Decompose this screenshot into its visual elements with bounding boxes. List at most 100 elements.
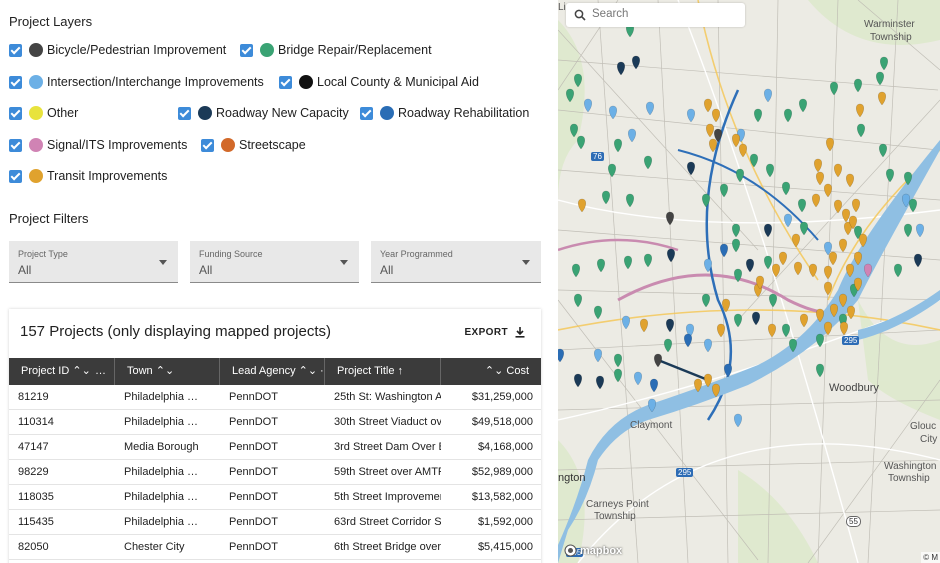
project-marker[interactable] — [569, 123, 579, 138]
map-search-input[interactable]: Search — [566, 3, 745, 27]
project-marker[interactable] — [583, 98, 593, 113]
project-marker[interactable] — [815, 363, 825, 378]
project-marker[interactable] — [719, 183, 729, 198]
project-marker[interactable] — [815, 171, 825, 186]
project-marker[interactable] — [686, 108, 696, 123]
project-marker[interactable] — [853, 251, 863, 266]
project-marker[interactable] — [649, 378, 659, 393]
project-marker[interactable] — [841, 208, 851, 223]
project-marker[interactable] — [665, 211, 675, 226]
export-button[interactable]: EXPORT — [464, 327, 525, 338]
project-marker[interactable] — [733, 268, 743, 283]
checkbox-checked-icon[interactable] — [9, 138, 22, 152]
checkbox-checked-icon[interactable] — [9, 75, 22, 89]
column-header-project-title[interactable]: Project Title ↑ — [325, 358, 441, 385]
project-marker[interactable] — [913, 253, 923, 268]
project-marker[interactable] — [723, 363, 733, 378]
project-marker[interactable] — [701, 293, 711, 308]
project-marker[interactable] — [903, 223, 913, 238]
project-marker[interactable] — [686, 161, 696, 176]
checkbox-checked-icon[interactable] — [9, 169, 22, 183]
project-marker[interactable] — [721, 298, 731, 313]
layer-toggle[interactable]: Bicycle/Pedestrian Improvement — [9, 41, 226, 59]
project-marker[interactable] — [616, 61, 626, 76]
project-marker[interactable] — [703, 373, 713, 388]
project-marker[interactable] — [823, 183, 833, 198]
project-marker[interactable] — [908, 198, 918, 213]
project-marker[interactable] — [745, 258, 755, 273]
project-marker[interactable] — [711, 383, 721, 398]
project-marker[interactable] — [665, 318, 675, 333]
project-marker[interactable] — [558, 348, 565, 363]
map-attribution[interactable]: © M — [921, 552, 940, 563]
project-marker[interactable] — [768, 293, 778, 308]
project-marker[interactable] — [858, 233, 868, 248]
project-marker[interactable] — [643, 155, 653, 170]
project-marker[interactable] — [577, 198, 587, 213]
project-markers[interactable] — [558, 0, 940, 563]
project-marker[interactable] — [767, 323, 777, 338]
project-marker[interactable] — [593, 348, 603, 363]
mapbox-logo[interactable]: mapbox — [564, 544, 622, 557]
project-marker[interactable] — [875, 71, 885, 86]
project-marker[interactable] — [851, 198, 861, 213]
project-marker[interactable] — [731, 133, 741, 148]
layer-toggle[interactable]: Transit Improvements — [9, 167, 167, 185]
column-header-lead-agency[interactable]: Lead Agency ⌃⌄ · — [220, 358, 325, 385]
project-marker[interactable] — [625, 193, 635, 208]
project-marker[interactable] — [703, 98, 713, 113]
project-marker[interactable] — [647, 398, 657, 413]
project-marker[interactable] — [765, 163, 775, 178]
project-marker[interactable] — [903, 171, 913, 186]
project-marker[interactable] — [825, 137, 835, 152]
project-marker[interactable] — [833, 163, 843, 178]
year-programmed-select[interactable]: Year Programmed All — [371, 241, 541, 283]
project-marker[interactable] — [571, 263, 581, 278]
project-marker[interactable] — [878, 143, 888, 158]
project-marker[interactable] — [701, 193, 711, 208]
project-marker[interactable] — [839, 321, 849, 336]
project-marker[interactable] — [885, 168, 895, 183]
project-marker[interactable] — [763, 88, 773, 103]
layer-toggle[interactable]: Signal/ITS Improvements — [9, 136, 187, 154]
project-marker[interactable] — [751, 311, 761, 326]
project-marker[interactable] — [771, 263, 781, 278]
project-marker[interactable] — [627, 128, 637, 143]
project-marker[interactable] — [856, 123, 866, 138]
project-marker[interactable] — [733, 313, 743, 328]
project-marker[interactable] — [828, 251, 838, 266]
project-marker[interactable] — [838, 238, 848, 253]
table-row[interactable]: 81219 Philadelphia … PennDOT 25th St: Washi… — [9, 385, 541, 410]
column-menu-icon[interactable]: · — [320, 365, 324, 377]
project-marker[interactable] — [621, 315, 631, 330]
project-marker[interactable] — [595, 375, 605, 390]
project-marker[interactable] — [853, 78, 863, 93]
project-marker[interactable] — [813, 158, 823, 173]
project-marker[interactable] — [815, 333, 825, 348]
checkbox-checked-icon[interactable] — [9, 43, 22, 57]
project-marker[interactable] — [833, 199, 843, 214]
project-marker[interactable] — [613, 368, 623, 383]
table-row[interactable]: 82050 Chester City PennDOT 6th Street Bridg… — [9, 535, 541, 560]
project-marker[interactable] — [573, 73, 583, 88]
project-marker[interactable] — [791, 233, 801, 248]
project-marker[interactable] — [823, 321, 833, 336]
table-row[interactable]: 115435 Philadelphia … PennDOT 63rd Street C… — [9, 510, 541, 535]
checkbox-checked-icon[interactable] — [201, 138, 214, 152]
checkbox-checked-icon[interactable] — [9, 106, 22, 120]
project-marker[interactable] — [798, 98, 808, 113]
table-row[interactable]: 47147 Media Borough PennDOT 3rd Street Dam … — [9, 435, 541, 460]
project-marker[interactable] — [877, 91, 887, 106]
project-marker[interactable] — [749, 153, 759, 168]
project-marker[interactable] — [879, 56, 889, 71]
project-marker[interactable] — [811, 193, 821, 208]
project-marker[interactable] — [573, 293, 583, 308]
project-marker[interactable] — [663, 338, 673, 353]
checkbox-checked-icon[interactable] — [360, 106, 373, 120]
project-type-select[interactable]: Project Type All — [9, 241, 178, 283]
layer-toggle[interactable]: Bridge Repair/Replacement — [240, 41, 432, 59]
project-marker[interactable] — [613, 138, 623, 153]
project-marker[interactable] — [601, 190, 611, 205]
funding-source-select[interactable]: Funding Source All — [190, 241, 359, 283]
project-marker[interactable] — [645, 101, 655, 116]
